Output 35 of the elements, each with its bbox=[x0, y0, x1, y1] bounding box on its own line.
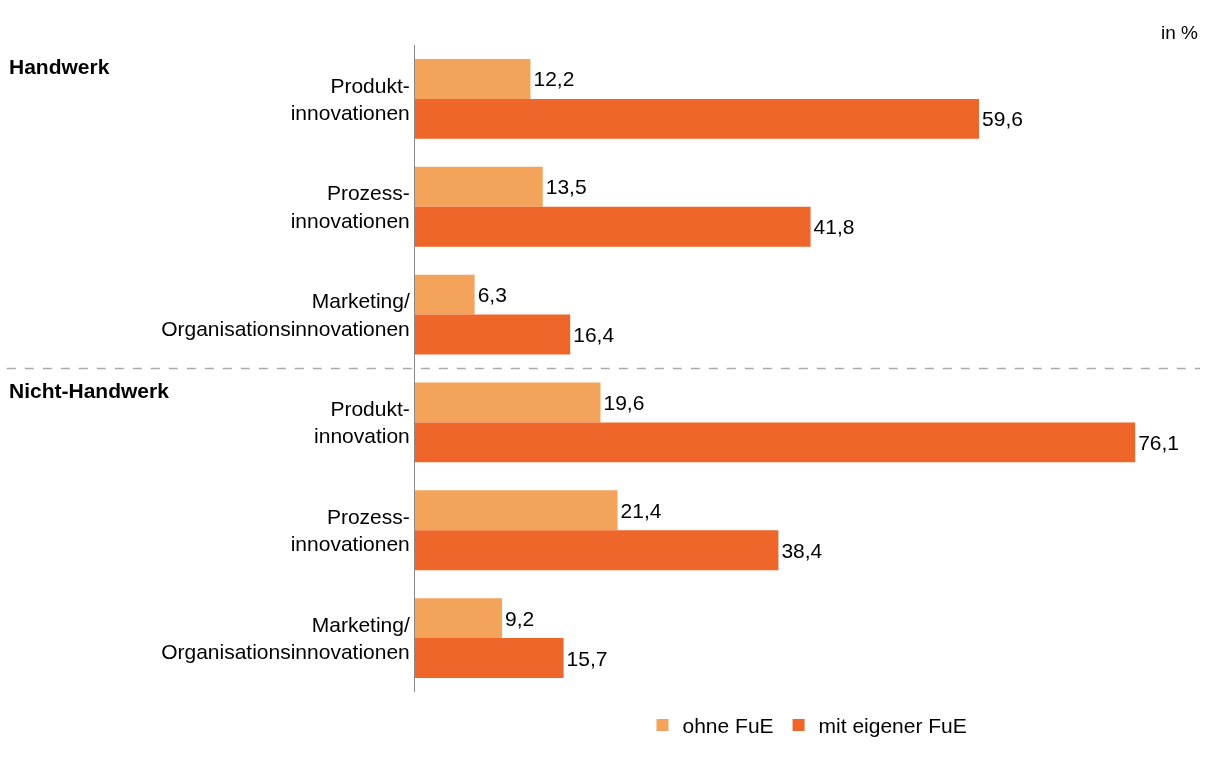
bar bbox=[415, 98, 980, 139]
y-tick-label: Prozess- innovationen bbox=[290, 181, 410, 232]
bar bbox=[415, 598, 503, 639]
data-label: 59,6 bbox=[982, 107, 1023, 131]
data-label: 9,2 bbox=[505, 606, 535, 630]
data-label: 19,6 bbox=[603, 390, 645, 414]
bar bbox=[415, 638, 564, 678]
y-tick-label: Marketing/ Organisationsinnovationen bbox=[161, 612, 410, 664]
data-label: 16,4 bbox=[573, 323, 615, 347]
bar bbox=[415, 490, 618, 531]
text: in % bbox=[1161, 22, 1199, 43]
legend-label: mit eigener FuE bbox=[818, 714, 967, 738]
data-label: 12,2 bbox=[533, 67, 575, 91]
legend-label: ohne FuE bbox=[682, 714, 774, 738]
data-label: 6,3 bbox=[477, 283, 507, 307]
bar bbox=[415, 59, 531, 99]
y-tick-label: Marketing/ Organisationsinnovationen bbox=[161, 289, 410, 340]
bar bbox=[415, 422, 1136, 463]
text: Nicht-Handwerk bbox=[9, 379, 170, 402]
y-tick-label: Prozess- innovationen bbox=[290, 504, 410, 556]
data-label: 41,8 bbox=[813, 215, 855, 239]
data-label: 13,5 bbox=[545, 175, 587, 199]
bar bbox=[415, 382, 601, 423]
text: Handwerk bbox=[9, 55, 110, 78]
y-tick-label: Produkt- innovationen bbox=[290, 73, 410, 124]
data-label: 21,4 bbox=[620, 498, 662, 522]
data-label: 38,4 bbox=[781, 538, 823, 562]
bar bbox=[415, 314, 571, 355]
y-tick-label: Produkt- innovation bbox=[314, 397, 410, 448]
bar bbox=[415, 530, 779, 571]
bar bbox=[415, 166, 543, 207]
data-label: 15,7 bbox=[566, 646, 608, 670]
bar bbox=[415, 206, 811, 247]
data-label: 76,1 bbox=[1138, 430, 1180, 454]
bar bbox=[415, 274, 475, 315]
